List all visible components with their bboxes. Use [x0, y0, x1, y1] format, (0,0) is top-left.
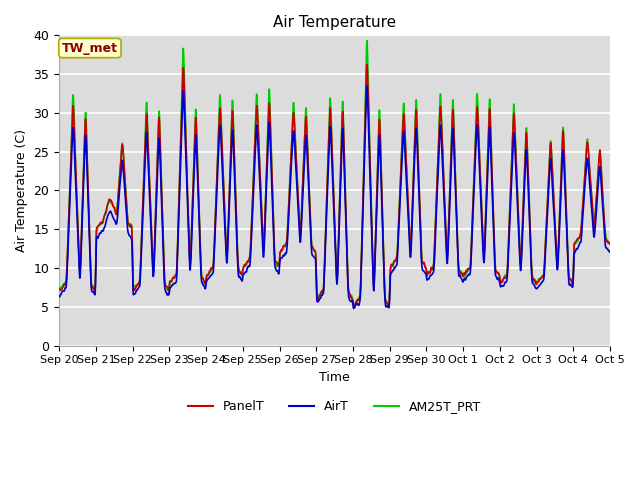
AirT	[55, 294, 63, 300]
Line: AirT: AirT	[59, 86, 610, 308]
Line: PanelT: PanelT	[59, 65, 610, 307]
PanelT	[573, 236, 581, 242]
PanelT	[495, 272, 503, 277]
AM25T_PRT	[384, 302, 392, 308]
AirT	[558, 167, 566, 172]
AM25T_PRT	[495, 272, 503, 278]
AirT	[573, 246, 581, 252]
Line: AM25T_PRT: AM25T_PRT	[59, 40, 610, 305]
PanelT	[363, 65, 371, 71]
Text: TW_met: TW_met	[62, 42, 118, 55]
AirT	[606, 249, 614, 255]
PanelT	[55, 286, 63, 292]
PanelT	[606, 241, 614, 247]
PanelT	[209, 264, 216, 270]
PanelT	[558, 153, 566, 158]
AM25T_PRT	[209, 265, 216, 271]
AM25T_PRT	[573, 238, 581, 244]
AirT	[351, 305, 358, 311]
PanelT	[350, 304, 358, 310]
AirT	[209, 271, 216, 276]
AM25T_PRT	[55, 288, 63, 293]
AirT	[363, 86, 371, 92]
Y-axis label: Air Temperature (C): Air Temperature (C)	[15, 129, 28, 252]
Legend: PanelT, AirT, AM25T_PRT: PanelT, AirT, AM25T_PRT	[183, 396, 486, 418]
PanelT	[363, 62, 371, 68]
AM25T_PRT	[606, 241, 614, 247]
AirT	[495, 277, 503, 283]
Title: Air Temperature: Air Temperature	[273, 15, 396, 30]
AM25T_PRT	[363, 50, 371, 56]
AirT	[363, 83, 371, 89]
X-axis label: Time: Time	[319, 371, 350, 384]
AirT	[350, 305, 358, 311]
AM25T_PRT	[558, 151, 566, 157]
PanelT	[351, 302, 358, 308]
AM25T_PRT	[363, 37, 371, 43]
AM25T_PRT	[351, 302, 358, 308]
